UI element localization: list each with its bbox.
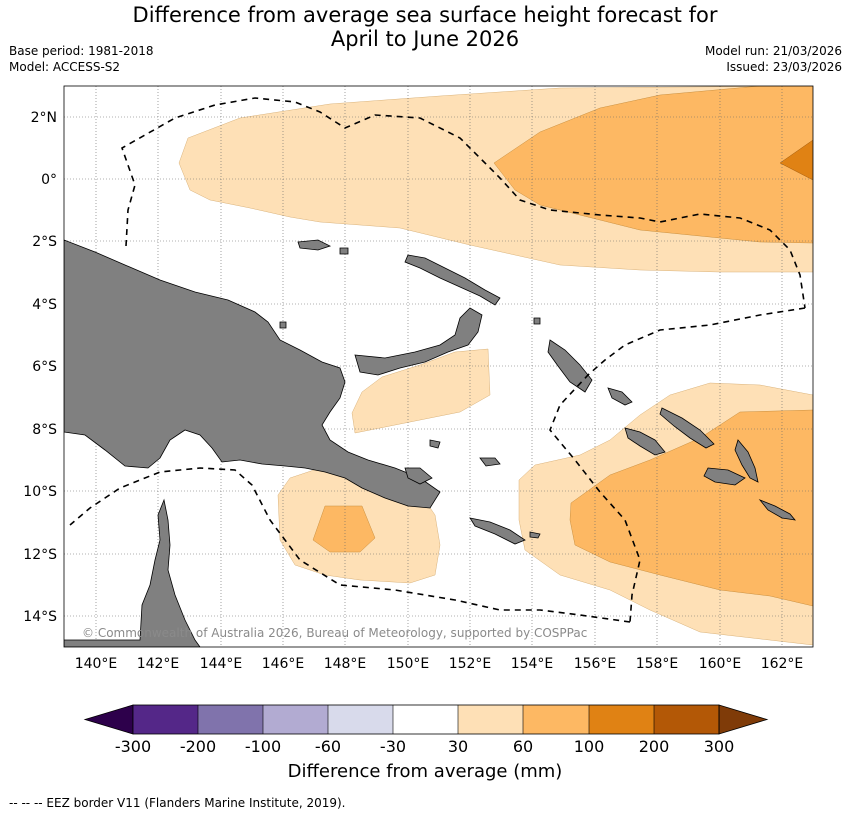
land-santa-isabel bbox=[659, 407, 715, 449]
colorbar-tick: -300 bbox=[115, 737, 151, 756]
copyright-text: © Commonwealth of Australia 2026, Bureau… bbox=[82, 626, 587, 640]
colorbar-bin bbox=[654, 705, 719, 734]
title-line-2: April to June 2026 bbox=[330, 27, 520, 51]
colorbar-tick: 200 bbox=[639, 737, 670, 756]
lon-label: 146°E bbox=[262, 656, 305, 672]
title-line-1: Difference from average sea surface heig… bbox=[132, 3, 718, 27]
model-run: Model run: 21/03/2026 bbox=[704, 44, 842, 58]
eez-png-north bbox=[121, 97, 806, 309]
lon-label: 150°E bbox=[387, 656, 430, 672]
colorbar-tick: 30 bbox=[448, 737, 468, 756]
land-new-ireland bbox=[404, 254, 501, 306]
land-malaita bbox=[734, 439, 759, 483]
colorbar-label: Difference from average (mm) bbox=[287, 761, 563, 782]
colorbar-tick: -100 bbox=[245, 737, 281, 756]
lat-label: 2°S bbox=[32, 234, 57, 250]
land-nissan bbox=[533, 317, 541, 325]
land-woodlark bbox=[479, 457, 501, 467]
eez-borders bbox=[69, 97, 806, 623]
anomaly-region-30-60-central bbox=[351, 348, 491, 434]
lat-label: 12°S bbox=[23, 547, 57, 563]
lon-label: 148°E bbox=[324, 656, 367, 672]
land-louisiade bbox=[469, 517, 526, 545]
land-dentrecasteaux bbox=[404, 467, 433, 485]
colorbar: -300 -200 -100 -60 -30 30 60 100 200 300 bbox=[83, 704, 769, 756]
colorbar-bin bbox=[198, 705, 263, 734]
lat-label: 6°S bbox=[32, 359, 57, 375]
land-small-1 bbox=[279, 321, 287, 329]
eez-south bbox=[69, 467, 631, 623]
colorbar-tick: -200 bbox=[180, 737, 216, 756]
colorbar-tick: -30 bbox=[380, 737, 406, 756]
colorbar-bin bbox=[133, 705, 198, 734]
lon-axis: 140°E 142°E 144°E 146°E 148°E 150°E 152°… bbox=[75, 656, 804, 672]
lat-label: 14°S bbox=[23, 609, 57, 625]
colorbar-arrow-high bbox=[718, 704, 769, 735]
anomaly-region-60-100-north bbox=[493, 86, 813, 244]
model-name: Model: ACCESS-S2 bbox=[9, 60, 121, 74]
land-small-2 bbox=[339, 247, 349, 255]
chart-title: Difference from average sea surface heig… bbox=[0, 3, 850, 51]
colorbar-tick: 300 bbox=[704, 737, 735, 756]
meta-left: Base period: 1981-2018 Model: ACCESS-S2 bbox=[9, 43, 154, 75]
lon-label: 152°E bbox=[449, 656, 492, 672]
colorbar-tick: 60 bbox=[513, 737, 533, 756]
eez-solomon-boundary bbox=[549, 307, 806, 623]
land-trobriand bbox=[429, 439, 441, 449]
colorbar-arrow-low bbox=[83, 704, 134, 735]
lat-label: 0° bbox=[41, 172, 57, 188]
land-choiseul bbox=[607, 387, 633, 406]
lon-label: 142°E bbox=[137, 656, 180, 672]
meta-right: Model run: 21/03/2026 Issued: 23/03/2026 bbox=[705, 43, 842, 75]
colorbar-bin bbox=[263, 705, 328, 734]
land-cape-york bbox=[64, 498, 201, 647]
anomaly-region-100-200-north bbox=[779, 139, 813, 181]
colorbar-tick: 100 bbox=[574, 737, 605, 756]
colorbar-bin bbox=[458, 705, 523, 734]
lat-label: 4°S bbox=[32, 297, 57, 313]
eez-legend-note: -- -- -- EEZ border V11 (Flanders Marine… bbox=[9, 796, 346, 810]
land-new-britain bbox=[354, 307, 483, 376]
lon-label: 158°E bbox=[636, 656, 679, 672]
land-new-georgia bbox=[624, 427, 666, 456]
map-area: © Commonwealth of Australia 2026, Bureau… bbox=[64, 86, 813, 647]
land-new-guinea bbox=[64, 239, 441, 509]
lon-label: 162°E bbox=[761, 656, 804, 672]
lon-label: 156°E bbox=[574, 656, 617, 672]
colorbar-tick: -60 bbox=[315, 737, 341, 756]
lat-label: 10°S bbox=[23, 484, 57, 500]
lon-label: 140°E bbox=[75, 656, 118, 672]
land-manus bbox=[297, 239, 332, 251]
landmasses bbox=[64, 239, 796, 647]
colorbar-bin bbox=[523, 705, 589, 734]
issued-date: Issued: 23/03/2026 bbox=[726, 60, 842, 74]
lat-label: 8°S bbox=[32, 422, 57, 438]
anomaly-region-60-100-southwest bbox=[312, 505, 376, 553]
land-guadalcanal bbox=[703, 467, 746, 486]
colorbar-bin bbox=[328, 705, 393, 734]
anomaly-region-60-100-southeast bbox=[569, 409, 813, 607]
land-rossel bbox=[529, 531, 541, 539]
base-period: Base period: 1981-2018 bbox=[9, 44, 154, 58]
lon-label: 160°E bbox=[699, 656, 742, 672]
land-bougainville bbox=[547, 339, 593, 393]
gridlines bbox=[64, 86, 813, 647]
land-makira bbox=[758, 499, 796, 521]
map-frame bbox=[63, 85, 814, 648]
colorbar-bin bbox=[393, 705, 458, 734]
lat-label: 2°N bbox=[31, 110, 57, 126]
lon-label: 154°E bbox=[511, 656, 554, 672]
colorbar-bin bbox=[589, 705, 654, 734]
lat-axis: 2°N 0° 2°S 4°S 6°S 8°S 10°S 12°S 14°S bbox=[23, 110, 57, 625]
lon-label: 144°E bbox=[200, 656, 243, 672]
